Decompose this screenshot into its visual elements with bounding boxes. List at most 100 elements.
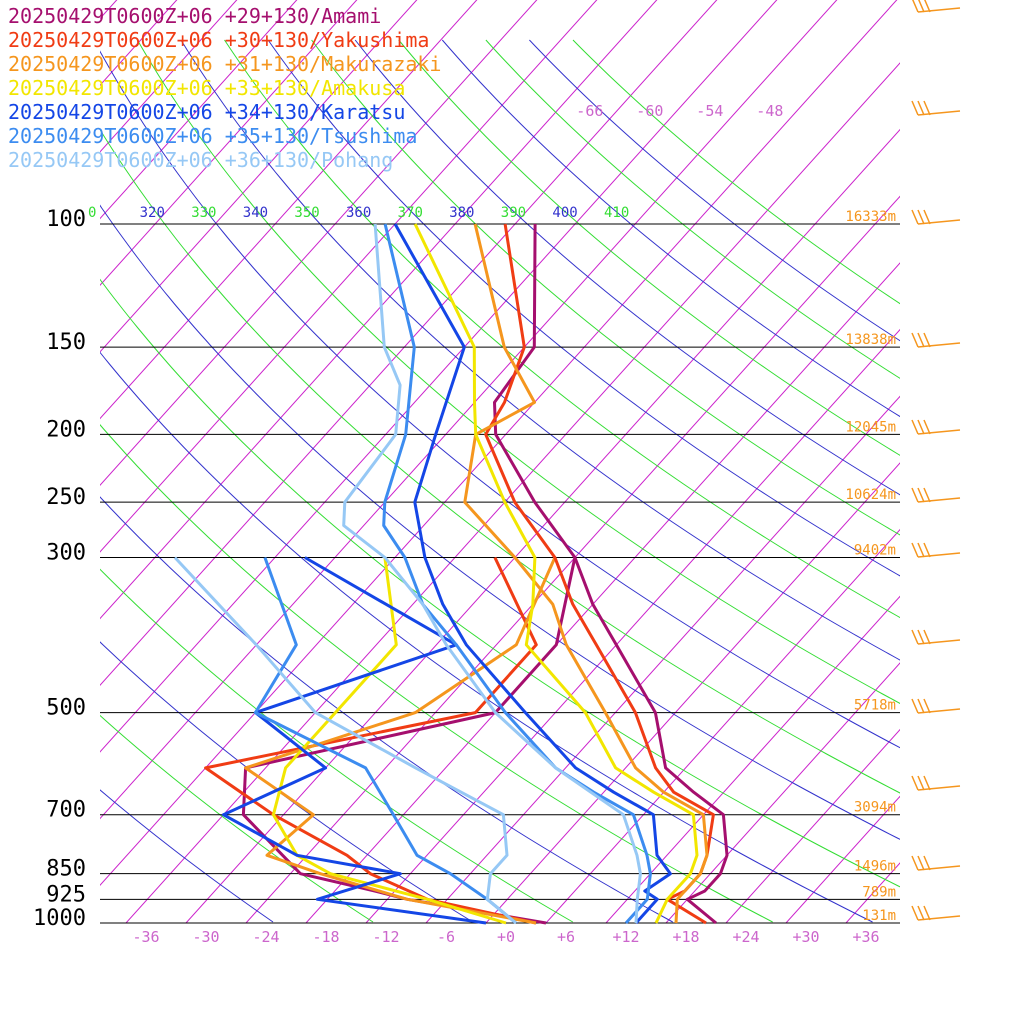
dry-adiabat-line [100, 50, 900, 749]
dry-adiabat-line [100, 789, 274, 923]
theta-label: 0 [88, 205, 96, 221]
theta-label: 380 [449, 205, 474, 221]
theta-label: 370 [398, 205, 423, 221]
height-label: 3094m [854, 800, 896, 816]
pressure-label: 850 [46, 857, 86, 882]
isotherm-line [906, 0, 1024, 923]
wind-barb [911, 905, 961, 921]
x-tick-label: +12 [612, 928, 639, 946]
dry-adiabat-line [100, 714, 374, 923]
grid-lines [100, 0, 1024, 923]
x-tick-label: +30 [792, 928, 819, 946]
dewpoint-line [253, 556, 517, 925]
isotherm-line [100, 0, 418, 353]
temperature-line [393, 223, 672, 925]
axis-labels: 100 16333m 150 13838m 200 12045m 250 10624m 300 9… [33, 102, 896, 946]
isotherm-line [545, 528, 900, 923]
isotherm-label: -60 [636, 102, 663, 120]
pressure-label: 300 [46, 541, 86, 566]
theta-label: 390 [501, 205, 526, 221]
isotherm-line [725, 728, 900, 923]
dewpoint-line [244, 556, 557, 925]
isotherm-line [305, 262, 900, 923]
x-tick-label: -24 [252, 928, 279, 946]
height-label: 16333m [845, 209, 896, 225]
isotherm-line [100, 0, 718, 686]
wind-barbs [911, 0, 961, 921]
wind-barb [911, 100, 961, 116]
dry-adiabat-line [136, 39, 900, 704]
wind-barb [912, 0, 961, 13]
wind-barb [911, 775, 961, 791]
dewpoint-line [221, 556, 487, 925]
legend-entry: 20250429T0600Z+06 +29+130/Amami [8, 4, 382, 28]
height-label: 1496m [854, 859, 896, 875]
pressure-label: 150 [46, 330, 86, 355]
dewpoint-line [271, 557, 507, 925]
dry-adiabat-line [441, 39, 900, 418]
x-tick-label: +24 [732, 928, 759, 946]
x-tick-label: +18 [672, 928, 699, 946]
isotherm-label: -54 [696, 102, 723, 120]
isotherm-line [100, 0, 358, 286]
isotherm-line [100, 0, 658, 620]
theta-label: 320 [140, 205, 165, 221]
legend-entry: 20250429T0600Z+06 +36+130/Pohang [8, 148, 394, 172]
dry-adiabat-line [354, 39, 900, 496]
isotherm-line [665, 662, 900, 923]
height-label: 12045m [845, 419, 896, 435]
isotherm-label: -66 [576, 102, 603, 120]
isotherm-line [365, 328, 900, 923]
isotherm-line [845, 862, 900, 923]
isotherm-line [100, 0, 538, 486]
theta-label: 340 [243, 205, 268, 221]
legend-entry: 20250429T0600Z+06 +33+130/Amakusa [8, 76, 406, 100]
legend-entry: 20250429T0600Z+06 +35+130/Tsushima [8, 124, 418, 148]
pressure-label: 250 [46, 485, 86, 510]
dry-adiabat-line [100, 278, 900, 888]
isotherm-line [966, 0, 1024, 923]
theta-label: 330 [191, 205, 216, 221]
wind-barb [911, 698, 961, 714]
pressure-label: 200 [46, 417, 86, 442]
theta-label: 410 [604, 205, 629, 221]
x-tick-label: +0 [497, 928, 515, 946]
wind-barb [911, 487, 961, 503]
isotherm-line [100, 0, 478, 420]
dry-adiabat-line [398, 39, 900, 456]
legend-entry: 20250429T0600Z+06 +30+130/Yakushima [8, 28, 430, 52]
x-tick-label: -36 [132, 928, 159, 946]
isotherm-line [100, 0, 238, 153]
x-tick-label: -30 [192, 928, 219, 946]
isotherm-line [100, 0, 598, 553]
pressure-label: 500 [46, 696, 86, 721]
pressure-label: 700 [46, 798, 86, 823]
x-tick-label: +6 [557, 928, 575, 946]
pressure-lines [100, 223, 900, 924]
height-label: 789m [862, 884, 896, 900]
dry-adiabat-line [100, 204, 900, 840]
isotherm-line [785, 795, 900, 923]
height-label: 131m [862, 908, 896, 924]
theta-label: 400 [552, 205, 577, 221]
pressure-label: 925 [46, 882, 86, 907]
dry-adiabat-line [100, 351, 873, 923]
legend: 20250429T0600Z+06 +29+130/Amami 20250429T… [8, 4, 441, 172]
height-label: 13838m [845, 332, 896, 348]
dry-adiabat-line [100, 128, 900, 794]
dry-adiabat-line [572, 39, 900, 305]
height-label: 10624m [845, 487, 896, 503]
dry-adiabat-line [529, 39, 900, 342]
dry-adiabat-line [311, 39, 900, 536]
wind-barb [911, 629, 961, 645]
height-label: 5718m [854, 698, 896, 714]
theta-label: 360 [346, 205, 371, 221]
temperature-line [342, 223, 642, 924]
legend-entry: 20250429T0600Z+06 +34+130/Karatsu [8, 100, 406, 124]
dry-adiabat-line [224, 39, 900, 619]
isotherm-line [100, 0, 178, 86]
dry-adiabat-line [267, 39, 900, 577]
theta-label: 350 [294, 205, 319, 221]
x-tick-label: +36 [852, 928, 879, 946]
